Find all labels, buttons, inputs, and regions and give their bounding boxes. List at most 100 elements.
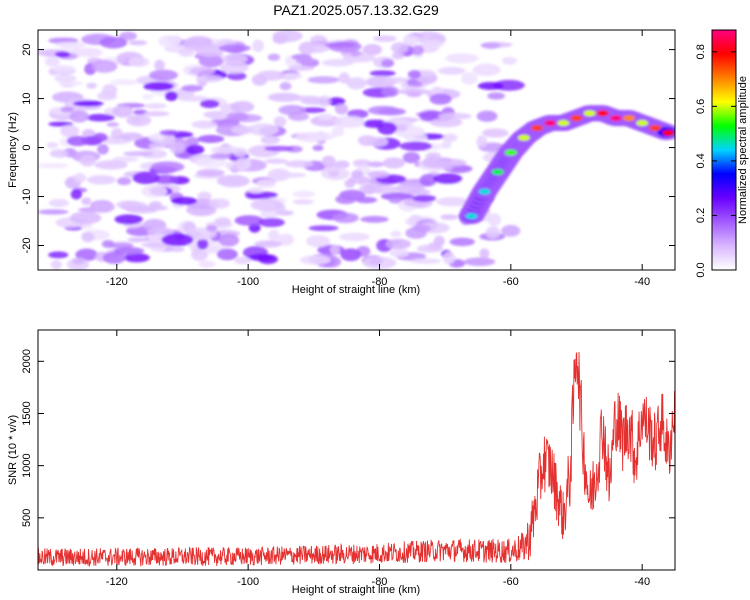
heatmap-cell [267, 53, 281, 61]
snr-y-axis: 500 1000 1500 2000 [21, 349, 675, 527]
heatmap-cell [307, 76, 340, 84]
heatmap-cell [380, 192, 414, 201]
heatmap-cell [70, 189, 83, 200]
heatmap-cell [298, 43, 331, 54]
heatmap-cell [234, 256, 252, 265]
heatmap-cell [324, 42, 356, 48]
heatmap-cell [342, 54, 376, 63]
heatmap-cell [390, 230, 402, 237]
snr-plot-area [38, 330, 675, 570]
x-tick-label: -60 [503, 576, 519, 588]
heatmap-cell [399, 141, 433, 151]
heatmap-cell [440, 214, 458, 221]
heatmap-cell [216, 248, 238, 261]
heatmap-cell [200, 99, 220, 109]
heatmap-cell [292, 190, 316, 198]
heatmap-cell [54, 74, 77, 83]
heatmap-cell [66, 135, 89, 147]
heatmap-cell [402, 151, 421, 164]
y-tick-label: 500 [21, 509, 33, 527]
heatmap-cell [113, 247, 145, 255]
heatmap-cell [288, 65, 315, 71]
y-tick-label: 2000 [21, 349, 33, 373]
heatmap-cell [278, 104, 306, 116]
heatmap-cell [73, 100, 104, 107]
heatmap-cell [256, 179, 276, 189]
heatmap-cell [116, 200, 143, 210]
ridge-core [623, 115, 636, 122]
heatmap-cell [264, 158, 288, 164]
heatmap-cell [476, 110, 498, 122]
heatmap-cell [294, 95, 322, 102]
x-tick-label: -80 [372, 576, 388, 588]
heatmap-cell [391, 51, 404, 60]
heatmap-cell [101, 239, 115, 249]
heatmap-cell [437, 112, 472, 120]
heatmap-cell [141, 185, 168, 198]
heatmap-cell [377, 121, 397, 135]
heatmap-cell [48, 198, 69, 208]
heatmap-cell [352, 159, 372, 168]
heatmap-cell [254, 240, 282, 248]
y-tick-label: 10 [21, 92, 33, 104]
y-tick-label: 20 [21, 43, 33, 55]
heatmap-cell [126, 114, 152, 127]
heatmap-cell [189, 67, 215, 76]
heatmap-cell [395, 124, 408, 132]
y-tick-label: -10 [21, 189, 33, 205]
figure-title: PAZ1.2025.057.13.32.G29 [273, 2, 439, 18]
ridge-core [465, 213, 478, 220]
heatmap-cell [367, 170, 390, 179]
heatmap-cell [485, 226, 501, 239]
heatmap-cell [279, 82, 292, 91]
heatmap-cell [355, 196, 378, 204]
heatmap-cell [407, 70, 421, 79]
x-tick-label: -100 [237, 576, 259, 588]
heatmap-cell [421, 156, 452, 169]
heatmap-cell [73, 172, 87, 183]
heatmap-cell [389, 248, 410, 258]
ridge-core [583, 110, 596, 117]
heatmap-cell [295, 132, 328, 143]
heatmap-cell [403, 34, 419, 46]
ridge-core [557, 120, 570, 127]
ridge-core [609, 115, 622, 122]
heatmap-cell [79, 154, 96, 167]
heatmap-cell [99, 36, 128, 49]
heatmap-cell [46, 142, 59, 149]
heatmap-cell [367, 105, 399, 115]
heatmap-cell [338, 232, 370, 242]
heatmap-cell [405, 227, 427, 239]
x-tick-label: -40 [634, 276, 650, 288]
heatmap-cell [369, 256, 382, 266]
heatmap-cell [234, 215, 264, 226]
colorbar-tick-label: 0.2 [695, 208, 707, 223]
heatmap-cell [487, 213, 502, 227]
heatmap-cell [357, 135, 377, 146]
heatmap-cell [331, 126, 345, 137]
heatmap-x-axis: -120 -100 -80 -60 -40 [106, 30, 650, 288]
x-tick-label: -80 [372, 276, 388, 288]
heatmap-cell [327, 97, 346, 106]
heatmap-cell [119, 31, 137, 41]
heatmap-cell [487, 92, 506, 100]
heatmap-cell [218, 233, 240, 247]
heatmap-cell [91, 59, 118, 73]
heatmap-cell [346, 77, 367, 90]
ridge-core [544, 120, 557, 127]
heatmap-cell [463, 257, 496, 267]
heatmap-cell [299, 107, 326, 114]
x-tick-label: -120 [106, 576, 128, 588]
heatmap-cell [231, 125, 254, 135]
heatmap-cell [195, 75, 223, 83]
heatmap-cell [441, 140, 452, 149]
heatmap-cell [296, 57, 319, 65]
heatmap-cell [284, 160, 314, 168]
heatmap-cell [198, 260, 216, 268]
heatmap-cell [381, 86, 400, 97]
ridge-core [649, 124, 662, 131]
heatmap-cell [149, 69, 179, 81]
heatmap-cell [69, 110, 90, 123]
heatmap-cell [412, 194, 437, 202]
